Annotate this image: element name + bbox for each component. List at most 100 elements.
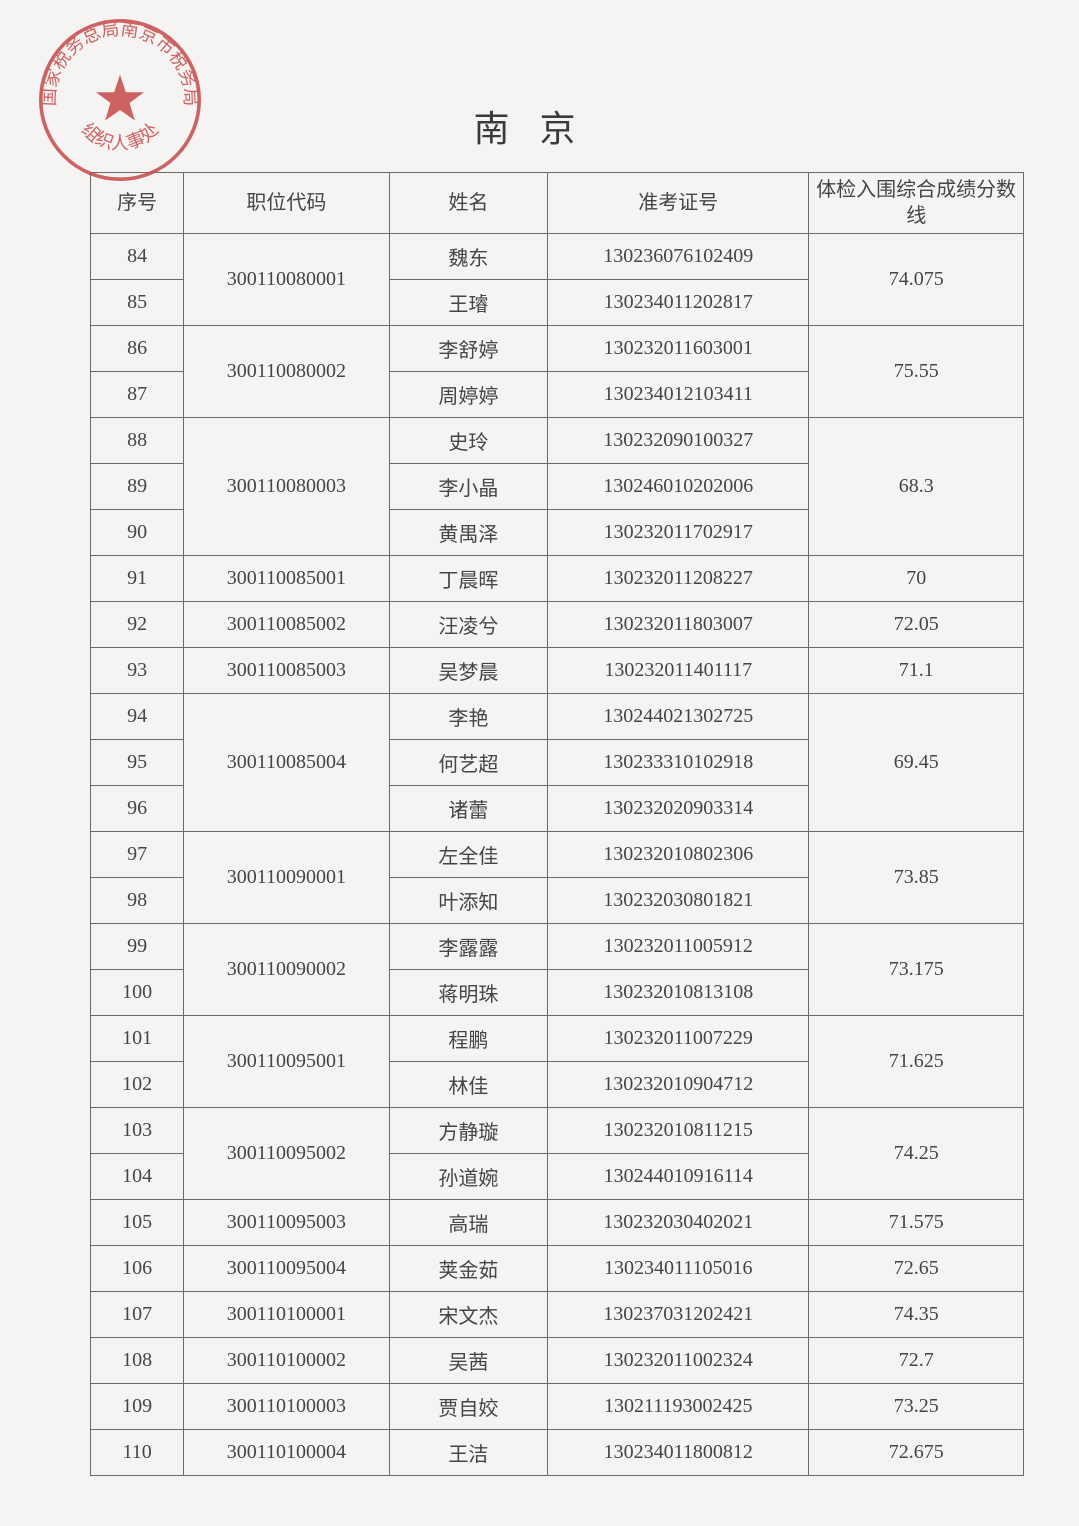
- cell-score: 69.45: [809, 694, 1024, 832]
- cell-seq: 94: [91, 694, 184, 740]
- table-row: 84300110080001魏东13023607610240974.075: [91, 234, 1024, 280]
- cell-name: 程鹏: [389, 1016, 548, 1062]
- cell-name: 诸蕾: [389, 786, 548, 832]
- cell-exam: 130232020903314: [548, 786, 809, 832]
- cell-score: 72.05: [809, 602, 1024, 648]
- col-seq: 序号: [91, 173, 184, 234]
- cell-seq: 84: [91, 234, 184, 280]
- table-row: 107300110100001宋文杰13023703120242174.35: [91, 1292, 1024, 1338]
- cell-exam: 130236076102409: [548, 234, 809, 280]
- cell-exam: 130232011002324: [548, 1338, 809, 1384]
- cell-exam: 130234011202817: [548, 280, 809, 326]
- cell-name: 丁晨晖: [389, 556, 548, 602]
- cell-seq: 97: [91, 832, 184, 878]
- cell-exam: 130244021302725: [548, 694, 809, 740]
- cell-name: 王洁: [389, 1430, 548, 1476]
- cell-seq: 87: [91, 372, 184, 418]
- cell-score: 73.25: [809, 1384, 1024, 1430]
- cell-name: 李露露: [389, 924, 548, 970]
- cell-code: 300110095002: [184, 1108, 389, 1200]
- table-row: 88300110080003史玲13023209010032768.3: [91, 418, 1024, 464]
- cell-name: 荚金茹: [389, 1246, 548, 1292]
- cell-exam: 130237031202421: [548, 1292, 809, 1338]
- col-name: 姓名: [389, 173, 548, 234]
- cell-name: 李小晶: [389, 464, 548, 510]
- cell-seq: 93: [91, 648, 184, 694]
- cell-exam: 130234012103411: [548, 372, 809, 418]
- col-code: 职位代码: [184, 173, 389, 234]
- cell-code: 300110095004: [184, 1246, 389, 1292]
- cell-name: 魏东: [389, 234, 548, 280]
- cell-code: 300110100003: [184, 1384, 389, 1430]
- cell-exam: 130232011603001: [548, 326, 809, 372]
- table-row: 110300110100004王洁13023401180081272.675: [91, 1430, 1024, 1476]
- cell-exam: 130246010202006: [548, 464, 809, 510]
- cell-seq: 101: [91, 1016, 184, 1062]
- cell-seq: 99: [91, 924, 184, 970]
- table-row: 91300110085001丁晨晖13023201120822770: [91, 556, 1024, 602]
- cell-code: 300110085003: [184, 648, 389, 694]
- cell-name: 黄禺泽: [389, 510, 548, 556]
- cell-score: 71.625: [809, 1016, 1024, 1108]
- cell-name: 蒋明珠: [389, 970, 548, 1016]
- cell-code: 300110085001: [184, 556, 389, 602]
- cell-score: 71.1: [809, 648, 1024, 694]
- cell-exam: 130232011702917: [548, 510, 809, 556]
- cell-score: 74.25: [809, 1108, 1024, 1200]
- cell-score: 72.65: [809, 1246, 1024, 1292]
- cell-name: 王璿: [389, 280, 548, 326]
- cell-seq: 95: [91, 740, 184, 786]
- table-row: 101300110095001程鹏13023201100722971.625: [91, 1016, 1024, 1062]
- page-title: 南京: [0, 0, 1079, 172]
- cell-code: 300110080002: [184, 326, 389, 418]
- cell-name: 孙道婉: [389, 1154, 548, 1200]
- cell-exam: 130234011800812: [548, 1430, 809, 1476]
- cell-code: 300110080001: [184, 234, 389, 326]
- cell-score: 73.175: [809, 924, 1024, 1016]
- cell-score: 74.35: [809, 1292, 1024, 1338]
- results-table-wrap: 序号 职位代码 姓名 准考证号 体检入围综合成绩分数线 843001100800…: [0, 172, 1079, 1476]
- cell-code: 300110100002: [184, 1338, 389, 1384]
- table-row: 103300110095002方静璇13023201081121574.25: [91, 1108, 1024, 1154]
- cell-name: 史玲: [389, 418, 548, 464]
- cell-name: 左全佳: [389, 832, 548, 878]
- cell-score: 70: [809, 556, 1024, 602]
- header-row: 序号 职位代码 姓名 准考证号 体检入围综合成绩分数线: [91, 173, 1024, 234]
- cell-exam: 130232030801821: [548, 878, 809, 924]
- cell-code: 300110100001: [184, 1292, 389, 1338]
- cell-name: 李舒婷: [389, 326, 548, 372]
- table-row: 106300110095004荚金茹13023401110501672.65: [91, 1246, 1024, 1292]
- cell-exam: 130233310102918: [548, 740, 809, 786]
- cell-seq: 109: [91, 1384, 184, 1430]
- cell-name: 高瑞: [389, 1200, 548, 1246]
- cell-score: 72.7: [809, 1338, 1024, 1384]
- cell-exam: 130232090100327: [548, 418, 809, 464]
- cell-seq: 104: [91, 1154, 184, 1200]
- cell-exam: 130232011005912: [548, 924, 809, 970]
- cell-exam: 130232011401117: [548, 648, 809, 694]
- cell-seq: 96: [91, 786, 184, 832]
- cell-exam: 130232010813108: [548, 970, 809, 1016]
- cell-seq: 86: [91, 326, 184, 372]
- col-score: 体检入围综合成绩分数线: [809, 173, 1024, 234]
- cell-name: 林佳: [389, 1062, 548, 1108]
- cell-seq: 89: [91, 464, 184, 510]
- cell-name: 吴茜: [389, 1338, 548, 1384]
- cell-score: 73.85: [809, 832, 1024, 924]
- cell-score: 68.3: [809, 418, 1024, 556]
- table-row: 94300110085004李艳13024402130272569.45: [91, 694, 1024, 740]
- cell-code: 300110090002: [184, 924, 389, 1016]
- cell-code: 300110085002: [184, 602, 389, 648]
- cell-score: 74.075: [809, 234, 1024, 326]
- cell-exam: 130232011208227: [548, 556, 809, 602]
- table-row: 108300110100002吴茜13023201100232472.7: [91, 1338, 1024, 1384]
- cell-name: 周婷婷: [389, 372, 548, 418]
- cell-seq: 91: [91, 556, 184, 602]
- cell-seq: 85: [91, 280, 184, 326]
- cell-seq: 107: [91, 1292, 184, 1338]
- cell-seq: 106: [91, 1246, 184, 1292]
- cell-exam: 130232030402021: [548, 1200, 809, 1246]
- cell-exam: 130234011105016: [548, 1246, 809, 1292]
- cell-seq: 90: [91, 510, 184, 556]
- cell-seq: 102: [91, 1062, 184, 1108]
